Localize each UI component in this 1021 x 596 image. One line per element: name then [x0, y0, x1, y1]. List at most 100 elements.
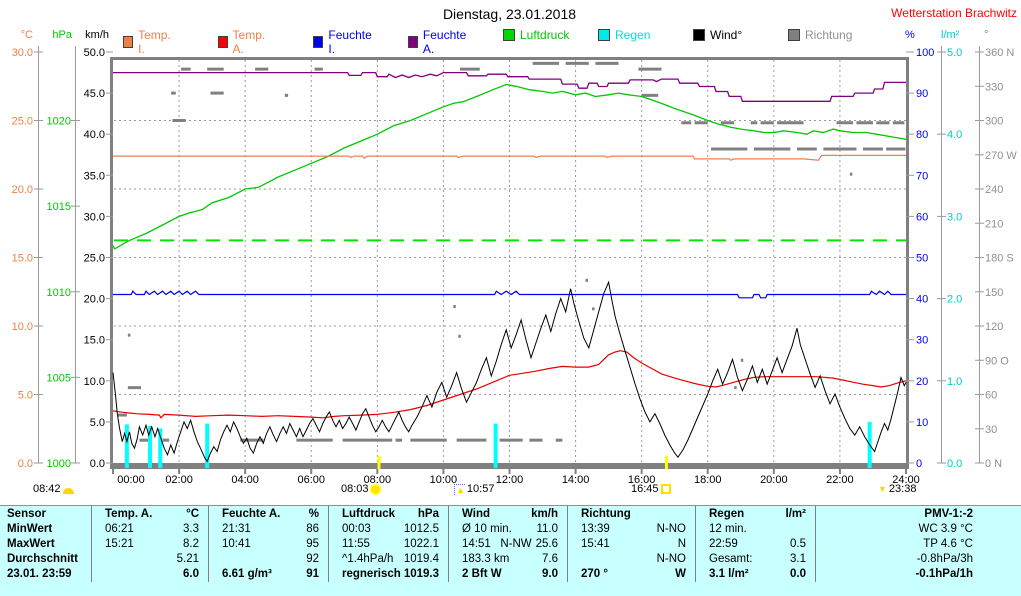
- cell-text: 2 Bft W: [462, 568, 502, 581]
- temp_indoor-series-line: [113, 154, 906, 161]
- pmv-cell: -0.1hPa/1h: [815, 566, 1021, 582]
- cell-value: 0.5: [790, 537, 806, 550]
- table-cell: Regen l/m²: [695, 506, 815, 522]
- pressure-tick-label: 1015: [47, 201, 71, 213]
- sun-icon: [370, 484, 380, 494]
- sun-event-tick: [377, 456, 381, 469]
- cell-text: 270 °: [581, 568, 608, 581]
- table-cell: regnerisch 1019.3: [328, 566, 448, 582]
- row-label: MinWert: [7, 522, 53, 535]
- sun-marker-sun: 08:03: [341, 483, 380, 495]
- legend-item: Luftdruck: [503, 28, 569, 42]
- direction-tick-label: 330: [985, 81, 1003, 93]
- rain-tick-label: 0.0: [947, 458, 962, 470]
- pmv-cell: PMV-1:-2: [815, 506, 1021, 522]
- direction-tick-label: 60: [985, 390, 997, 402]
- table-cell: 21:31 86: [208, 521, 328, 537]
- wind-tick-label: 45.0: [84, 88, 105, 100]
- table-cell: 183.3 km 7.6: [448, 551, 567, 567]
- cell-value: 91: [306, 568, 319, 581]
- axis-unit-label: °: [984, 29, 989, 41]
- cell-text: 06:21: [105, 522, 134, 535]
- humidity-tick-label: 30: [916, 335, 928, 347]
- cell-text: 15:21: [105, 537, 134, 550]
- row-label: 23.01. 23:59: [7, 568, 72, 581]
- cell-text: 10:41: [222, 537, 251, 550]
- legend-swatch-icon: [598, 29, 610, 41]
- temp_outdoor-series-line: [112, 350, 907, 419]
- cell-value: 8.2: [183, 537, 199, 550]
- table-cell: Richtung: [567, 506, 695, 522]
- humidity-tick-label: 70: [916, 170, 928, 182]
- legend-item: Regen: [598, 28, 650, 42]
- table-cell: 3.1 l/m² 0.0: [695, 566, 815, 582]
- rain-tick-label: 4.0: [947, 129, 962, 141]
- square-icon: [660, 484, 671, 494]
- axis-unit-label: l/m²: [941, 29, 960, 41]
- legend-label: Temp. I.: [138, 28, 171, 56]
- humidity-tick-label: 10: [916, 417, 928, 429]
- temp-tick-label: 0.0: [18, 458, 33, 470]
- sun-marker-time: 10:57: [466, 483, 495, 495]
- humidity-tick-label: 60: [916, 211, 928, 223]
- direction-tick-label: 90 O: [985, 355, 1009, 367]
- table-cell: N-NO: [567, 551, 695, 567]
- column-unit: hPa: [417, 507, 439, 520]
- table-header-row: Sensor Temp. A. °C Feuchte A.% Luftdruck hPa W…: [0, 506, 1021, 522]
- sun-marker-time: 23:38: [888, 483, 917, 495]
- row-label: Sensor: [7, 507, 46, 520]
- sun-marker-time: 08:42: [33, 483, 61, 495]
- moon-set-icon: [62, 487, 74, 494]
- cell-value: N-NO: [656, 553, 686, 566]
- pmv-cell: -0.8hPa/3h: [815, 551, 1021, 567]
- row-label: MaxWert: [7, 537, 55, 550]
- cell-value: 3.3: [183, 522, 199, 535]
- direction-tick-label: 360 N: [985, 47, 1014, 59]
- cell-value: 0.0: [790, 568, 806, 581]
- cell-value: N-NO: [656, 522, 686, 535]
- wind-series-line: [112, 280, 907, 463]
- legend-label: Feuchte A.: [422, 28, 467, 56]
- wind-tick-label: 5.0: [90, 417, 105, 429]
- cell-text: 15:41: [581, 537, 610, 550]
- direction-tick-label: 210: [985, 218, 1003, 230]
- humidity-tick-label: 40: [916, 294, 928, 306]
- table-cell: 92: [208, 551, 328, 567]
- legend-item: Wind°: [693, 28, 742, 42]
- table-cell: Temp. A. °C: [91, 506, 208, 522]
- sun-marker-arrow-down: ▼ 23:38: [878, 483, 916, 495]
- legend-item: Temp. I.: [123, 28, 173, 56]
- cell-value: 6.0: [183, 568, 199, 581]
- legend-label: Richtung: [805, 28, 853, 42]
- pressure-tick-label: 1020: [47, 116, 71, 128]
- table-cell: 00:03 1012.5: [328, 521, 448, 537]
- wind-tick-label: 35.0: [84, 170, 105, 182]
- cell-value: W: [675, 568, 686, 581]
- cell-value: 1019.4: [403, 553, 439, 566]
- column-title: Wind: [462, 507, 490, 520]
- table-row: 23.01. 23:59 6.0 6.61 g/m³ 91 regnerisch 1019…: [0, 566, 1021, 582]
- arrow-down-icon: ▼: [878, 483, 887, 494]
- pressure-tick-label: 1005: [47, 372, 71, 384]
- column-title: Luftdruck: [342, 507, 396, 520]
- wind-axis: 50.0 45.0 40.0 35.0 30.0 25.0 20.0 15.0 10.0 5.0 0…: [84, 47, 113, 470]
- sun-marker-moon-rise: ▲ 10:57: [454, 483, 494, 495]
- cell-text: 13:39: [581, 522, 610, 535]
- axis-unit-label: hPa: [52, 29, 72, 41]
- legend-label: Regen: [615, 28, 651, 42]
- cell-value: 7.6: [542, 553, 558, 566]
- column-title: Temp. A.: [105, 507, 153, 520]
- weather-station-screen: { "header": { "title": "Dienstag, 23.01.…: [0, 6, 1021, 596]
- table-row: MinWert 06:21 3.3 21:31 86 00:03 1012.5 Ø 10 mi…: [0, 521, 1021, 537]
- cell-text: 14:51 N-NW: [462, 537, 532, 550]
- column-unit: %: [308, 507, 319, 520]
- pressure-axis: 1020 1015 1010 1005 1000: [47, 46, 80, 470]
- legend-swatch-icon: [218, 36, 228, 48]
- table-cell: 270 ° W: [567, 566, 695, 582]
- sun-marker-moon-set: 08:42: [33, 483, 74, 495]
- cell-text: 21:31: [222, 522, 251, 535]
- cell-text: 12 min.: [709, 522, 747, 535]
- temp-tick-label: 20.0: [12, 184, 33, 196]
- axis-unit-label: km/h: [85, 29, 109, 41]
- direction-tick-label: 270 W: [985, 150, 1017, 162]
